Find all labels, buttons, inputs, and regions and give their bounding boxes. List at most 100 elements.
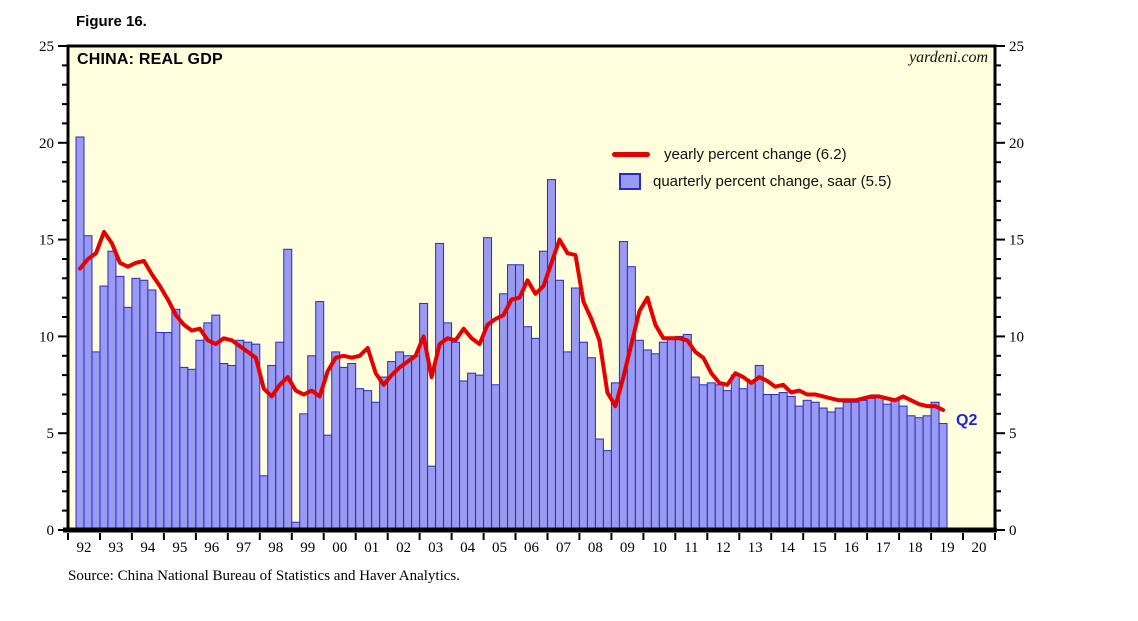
legend: yearly percent change (6.2) quarterly pe… (612, 141, 891, 195)
quarterly-bar (714, 384, 724, 531)
x-axis-year-label: 16 (844, 540, 860, 556)
quarterly-bar (770, 393, 780, 531)
quarterly-bar (594, 438, 604, 531)
quarterly-bar (131, 277, 141, 531)
quarterly-bar (515, 264, 525, 531)
quarterly-bar (906, 415, 916, 531)
quarterly-bar (786, 395, 796, 531)
quarterly-bar (443, 322, 453, 531)
quarterly-bar (275, 341, 285, 531)
y-axis-label-left: 5 (47, 426, 55, 442)
quarterly-bar (211, 314, 221, 531)
quarterly-bar (523, 326, 533, 531)
quarterly-bar (75, 136, 85, 531)
quarterly-bar (155, 332, 165, 531)
y-axis-label-right: 20 (1009, 136, 1024, 152)
quarterly-bar (363, 390, 373, 531)
quarterly-bar (554, 279, 564, 531)
quarterly-bar (938, 423, 948, 531)
x-axis-year-label: 08 (588, 540, 603, 556)
quarterly-bar (794, 405, 804, 531)
quarterly-bar (562, 351, 572, 531)
quarterly-bar (171, 308, 181, 531)
quarterly-bar (754, 364, 764, 531)
quarterly-bar (538, 250, 548, 531)
quarterly-bar (570, 287, 580, 531)
quarterly-bar (123, 306, 133, 531)
quarterly-bar (746, 380, 756, 531)
quarterly-bar (778, 392, 788, 531)
quarterly-bar (674, 335, 684, 531)
quarterly-bar (491, 384, 501, 531)
quarterly-bar (874, 395, 884, 531)
quarterly-bar (922, 415, 932, 531)
quarterly-bar (387, 361, 397, 531)
y-axis-label-left: 25 (39, 39, 54, 55)
quarterly-bar (658, 341, 668, 531)
quarterly-bar (531, 337, 540, 531)
x-axis-year-label: 01 (364, 540, 379, 556)
quarterly-bar (259, 475, 269, 531)
quarterly-bar (842, 401, 852, 531)
x-axis-year-label: 93 (108, 540, 123, 556)
quarterly-bar (331, 351, 341, 531)
quarterly-bar (826, 411, 836, 531)
quarterly-bar (411, 355, 421, 531)
quarterly-bar (499, 293, 509, 531)
quarterly-bar (227, 364, 237, 531)
quarterly-bar (722, 390, 732, 531)
x-axis-year-label: 98 (268, 540, 283, 556)
quarterly-bar (818, 407, 828, 531)
quarterly-bar (195, 339, 205, 531)
x-axis-year-label: 05 (492, 540, 507, 556)
quarterly-bar (810, 401, 820, 531)
legend-row-yearly: yearly percent change (6.2) (612, 141, 891, 168)
quarterly-bar (850, 401, 860, 531)
y-axis-label-right: 5 (1009, 426, 1017, 442)
x-axis-year-label: 10 (652, 540, 667, 556)
quarterly-bar (147, 289, 157, 531)
legend-yearly-label: yearly percent change (6.2) (664, 146, 847, 163)
quarterly-bar (666, 337, 676, 531)
quarterly-bar (738, 388, 748, 531)
quarterly-bar (698, 384, 708, 531)
x-axis-year-label: 99 (300, 540, 315, 556)
quarterly-bar (283, 248, 293, 531)
quarterly-bar (243, 341, 253, 531)
x-axis-year-label: 09 (620, 540, 635, 556)
x-axis-year-label: 00 (332, 540, 347, 556)
y-axis-label-left: 20 (39, 136, 54, 152)
quarterly-bar (235, 339, 245, 531)
x-axis-year-label: 07 (556, 540, 572, 556)
x-axis-year-label: 95 (172, 540, 187, 556)
quarterly-bar (483, 237, 493, 531)
x-axis-year-label: 12 (716, 540, 731, 556)
quarterly-bar (882, 403, 892, 531)
chart-title: CHINA: REAL GDP (77, 51, 223, 68)
quarterly-bar (355, 388, 365, 531)
quarterly-bar (139, 279, 149, 531)
figure-number-label: Figure 16. (76, 13, 147, 30)
quarterly-bar (802, 399, 812, 531)
quarterly-bar (99, 285, 109, 531)
quarterly-bar (467, 372, 477, 531)
x-axis-year-label: 92 (77, 540, 92, 556)
yearly-line-swatch-icon (612, 152, 650, 157)
x-axis-year-label: 20 (972, 540, 987, 556)
quarterly-bar (890, 399, 900, 531)
x-axis-year-label: 17 (876, 540, 892, 556)
quarterly-bar (115, 275, 125, 531)
y-axis-label-left: 10 (39, 329, 54, 345)
quarterly-bar (650, 353, 660, 531)
quarterly-bar (642, 349, 652, 531)
quarterly-bar (187, 368, 197, 531)
x-axis-year-label: 06 (524, 540, 540, 556)
x-axis-year-label: 02 (396, 540, 411, 556)
quarterly-bar (459, 380, 469, 531)
quarterly-bar (858, 399, 868, 531)
quarterly-bar (475, 374, 485, 531)
quarterly-bar (339, 366, 349, 531)
quarterly-bar (914, 417, 924, 531)
quarterly-bar (834, 407, 844, 531)
